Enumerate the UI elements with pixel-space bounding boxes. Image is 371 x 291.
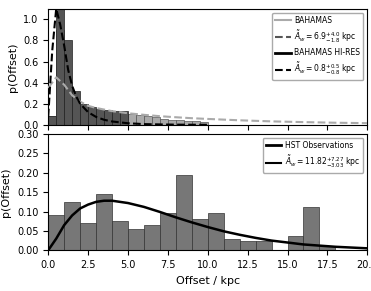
Bar [160, 118, 168, 125]
Bar [72, 91, 80, 125]
Bar [303, 207, 319, 250]
Bar [96, 112, 104, 125]
Legend: BAHAMAS, $\tilde{A}_{w}=6.9^{+4.0}_{-1.8}$ kpc, BAHAMAS HI-RES, $\tilde{A}_{w}=0: BAHAMAS, $\tilde{A}_{w}=6.9^{+4.0}_{-1.8… [272, 13, 364, 80]
Bar [112, 114, 120, 125]
Bar [120, 114, 128, 125]
Bar [48, 116, 56, 125]
Bar [56, 30, 64, 125]
Bar [192, 219, 208, 250]
Bar [168, 120, 176, 125]
Bar [128, 114, 136, 125]
Bar [192, 121, 200, 125]
Legend: HST Observations, $\tilde{A}_{w}=11.82^{+7.27}_{-3.03}$ kpc: HST Observations, $\tilde{A}_{w}=11.82^{… [263, 138, 364, 173]
Bar [144, 116, 152, 125]
X-axis label: Offset / kpc: Offset / kpc [176, 276, 240, 285]
Bar [200, 122, 208, 125]
Bar [64, 40, 72, 125]
Bar [96, 194, 112, 250]
Bar [56, 9, 64, 125]
Bar [80, 106, 88, 125]
Bar [240, 241, 256, 250]
Bar [112, 221, 128, 250]
Bar [80, 223, 96, 250]
Bar [128, 229, 144, 250]
Bar [104, 114, 112, 125]
Bar [136, 115, 144, 125]
Bar [48, 215, 64, 250]
Bar [64, 202, 80, 250]
Bar [208, 214, 224, 250]
Bar [256, 241, 272, 250]
Bar [64, 83, 72, 125]
Y-axis label: p(Offset): p(Offset) [7, 42, 17, 92]
Bar [120, 111, 128, 125]
Bar [48, 116, 56, 125]
Bar [160, 214, 176, 250]
Bar [88, 110, 96, 125]
Bar [88, 107, 96, 125]
Bar [80, 104, 88, 125]
Bar [96, 109, 104, 125]
Bar [184, 121, 192, 125]
Bar [176, 120, 184, 125]
Bar [319, 246, 335, 250]
Bar [104, 110, 112, 125]
Bar [176, 175, 192, 250]
Bar [288, 235, 303, 250]
Y-axis label: p(Offset): p(Offset) [1, 167, 12, 217]
Bar [152, 118, 160, 125]
Bar [144, 225, 160, 250]
Bar [112, 111, 120, 125]
Bar [224, 239, 240, 250]
Bar [72, 102, 80, 125]
